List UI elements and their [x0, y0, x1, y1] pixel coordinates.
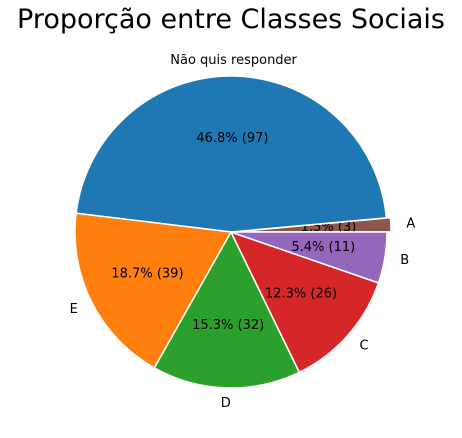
pie-category-label-c: C	[359, 338, 368, 353]
pie-slice-d	[153, 231, 301, 389]
pie-pct-label-d: 15.3% (32)	[192, 318, 264, 333]
pie-category-label-d: D	[221, 396, 231, 411]
pie-slice-c	[230, 231, 380, 374]
pie-pct-label-b: 5.4% (11)	[291, 240, 355, 255]
pie-pct-label-e: 18.7% (39)	[111, 267, 183, 282]
pie-slice-e	[74, 212, 232, 369]
pie-pct-label-c: 12.3% (26)	[265, 287, 337, 302]
pie-slice-nao-quis-responder	[75, 75, 388, 233]
pie-pct-label-nao-quis-responder: 46.8% (97)	[196, 131, 268, 146]
pie-slice-b	[230, 231, 388, 284]
pie-category-label-e: E	[70, 302, 78, 317]
pie-category-label-b: B	[400, 253, 409, 268]
pie-category-label-a: A	[406, 217, 415, 232]
pie-category-label-nao-quis-responder: Não quis responder	[170, 53, 297, 68]
chart-title: Proporção entre Classes Sociais	[17, 4, 445, 35]
